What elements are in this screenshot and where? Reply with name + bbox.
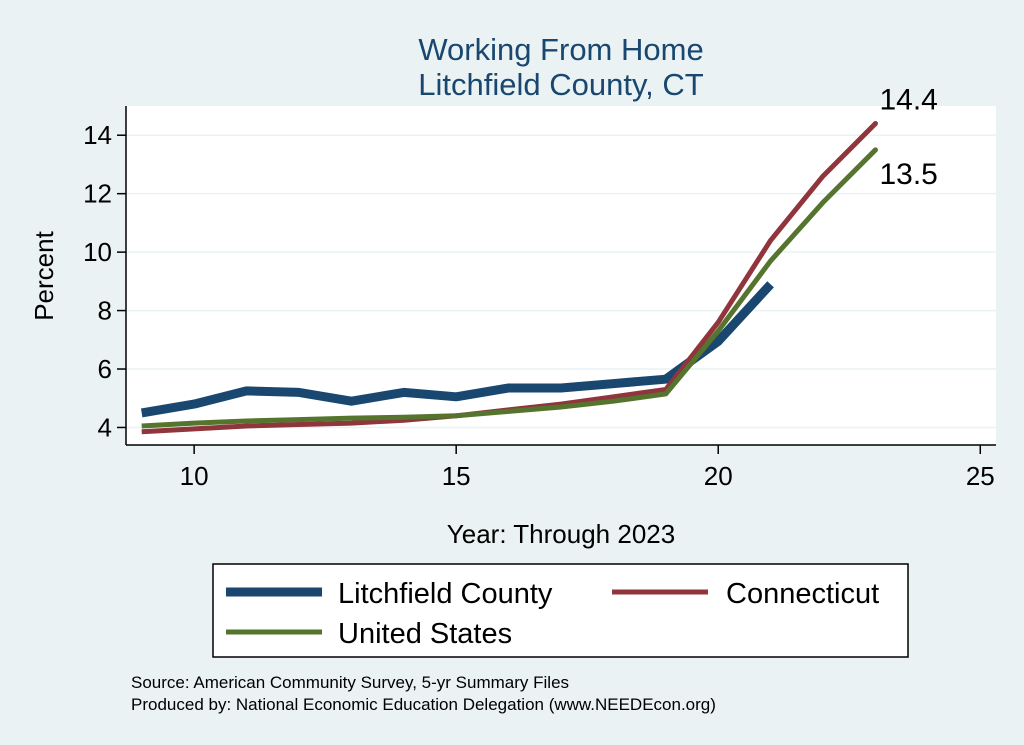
legend-label-connecticut: Connecticut xyxy=(726,578,879,610)
series-line-litchfield-county xyxy=(140,281,774,418)
y-axis-title: Percent xyxy=(29,230,59,320)
end-point-marker xyxy=(872,147,878,153)
y-tick-label: 12 xyxy=(83,179,112,209)
x-tick-label: 25 xyxy=(966,461,995,491)
x-tick-label: 10 xyxy=(180,461,209,491)
x-tick-label: 15 xyxy=(442,461,471,491)
x-axis-title: Year: Through 2023 xyxy=(447,519,675,549)
producer-note: Produced by: National Economic Education… xyxy=(131,695,716,714)
x-tick-label: 20 xyxy=(704,461,733,491)
legend-label-litchfield: Litchfield County xyxy=(338,578,553,610)
end-value-label: 13.5 xyxy=(879,158,937,191)
y-tick-label: 4 xyxy=(98,412,112,442)
series-line-united-states xyxy=(141,148,878,429)
series-lines xyxy=(140,121,878,435)
legend-label-united-states: United States xyxy=(338,618,512,650)
end-point-marker xyxy=(872,121,878,127)
y-tick-label: 6 xyxy=(98,354,112,384)
y-tick-label: 14 xyxy=(83,120,112,150)
axes: 4 6 8 10 12 14 10 15 20 25 xyxy=(83,106,996,491)
y-tick-label: 10 xyxy=(83,237,112,267)
chart-title: Working From Home xyxy=(418,32,703,67)
legend-box xyxy=(212,563,909,658)
chart-subtitle: Litchfield County, CT xyxy=(418,67,703,102)
y-tick-label: 8 xyxy=(98,296,112,326)
source-note: Source: American Community Survey, 5-yr … xyxy=(131,673,569,692)
legend: Litchfield County Connecticut United Sta… xyxy=(212,563,909,658)
end-labels: 14.4 13.5 xyxy=(872,84,938,191)
end-value-label: 14.4 xyxy=(879,84,937,117)
